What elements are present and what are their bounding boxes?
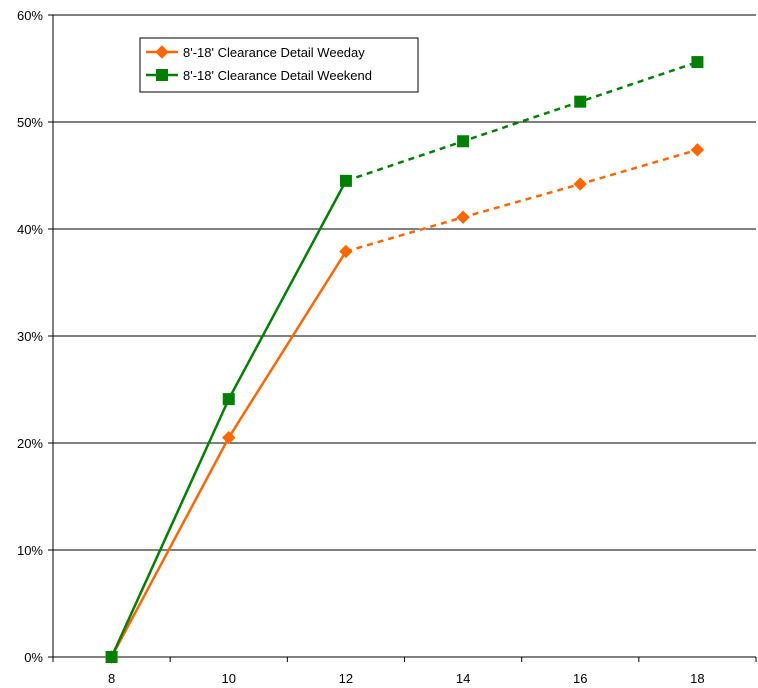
series-line-dashed: [345, 148, 698, 253]
y-tick-label: 60%: [17, 8, 43, 23]
y-tick-label: 0%: [24, 650, 43, 665]
axes: 0% 10% 20% 30% 40% 50% 60% 8 10 12 14 16 18: [17, 8, 757, 686]
data-point: [573, 177, 587, 191]
data-point: [105, 651, 118, 663]
legend: 8'-18' Clearance Detail Weeday 8'-18' Cle…: [139, 37, 419, 93]
data-point: [156, 69, 168, 81]
x-tick-label: 10: [222, 671, 236, 686]
data-point: [222, 393, 235, 406]
y-tick-label: 40%: [17, 222, 43, 237]
y-tick-label: 20%: [17, 436, 43, 451]
series-line-solid: [110, 180, 348, 658]
series-1: [104, 143, 705, 664]
x-tick-label: 18: [690, 671, 704, 686]
series-2: [105, 56, 704, 663]
x-tick-label: 16: [573, 671, 587, 686]
x-tick-label: 12: [339, 671, 353, 686]
series-line-dashed: [345, 60, 698, 183]
x-tick-label: 14: [456, 671, 470, 686]
data-point: [339, 174, 352, 187]
x-tick-label: 8: [108, 671, 115, 686]
y-tick-label: 30%: [17, 329, 43, 344]
data-point: [457, 135, 470, 148]
data-point: [574, 95, 587, 108]
series-layer: [104, 56, 705, 664]
data-point: [222, 430, 236, 445]
series-line-solid: [110, 250, 347, 658]
legend-box: [139, 37, 419, 93]
data-point: [339, 244, 353, 259]
legend-label: 8'-18' Clearance Detail Weeday: [183, 45, 365, 60]
data-point: [456, 210, 470, 224]
gridlines: [53, 14, 756, 551]
data-point: [690, 143, 705, 157]
y-tick-label: 10%: [17, 543, 43, 558]
data-point: [155, 45, 169, 59]
data-point: [691, 56, 704, 69]
y-tick-label: 50%: [17, 115, 43, 130]
legend-label: 8'-18' Clearance Detail Weekend: [183, 68, 372, 83]
